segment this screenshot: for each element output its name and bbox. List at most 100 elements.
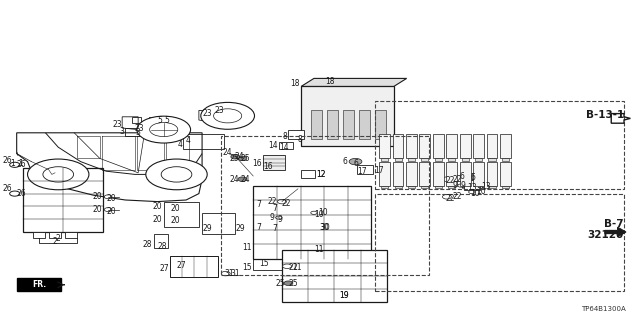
- Text: 25: 25: [230, 154, 239, 163]
- Text: 6: 6: [353, 159, 358, 168]
- Bar: [202, 213, 236, 234]
- Polygon shape: [605, 227, 626, 237]
- Bar: [419, 134, 430, 158]
- Text: 26: 26: [3, 184, 12, 193]
- Bar: [263, 220, 275, 227]
- Bar: [392, 134, 403, 158]
- Bar: [446, 134, 457, 158]
- Bar: [132, 117, 141, 123]
- Text: 7: 7: [257, 223, 262, 232]
- Bar: [448, 158, 455, 161]
- Bar: [473, 162, 484, 186]
- Circle shape: [137, 116, 191, 143]
- Text: 24: 24: [241, 175, 250, 184]
- Bar: [149, 117, 163, 123]
- Bar: [164, 202, 199, 227]
- Text: 26: 26: [17, 189, 26, 198]
- Bar: [421, 186, 428, 188]
- Bar: [183, 134, 225, 149]
- Bar: [461, 158, 468, 161]
- Text: 20: 20: [92, 192, 102, 201]
- Bar: [394, 158, 401, 161]
- Bar: [253, 186, 371, 259]
- Text: 10: 10: [314, 210, 324, 219]
- Bar: [460, 134, 470, 158]
- Circle shape: [349, 158, 362, 165]
- Circle shape: [311, 211, 317, 214]
- Polygon shape: [301, 78, 406, 86]
- Text: 23: 23: [202, 109, 212, 118]
- Text: 20: 20: [170, 204, 180, 212]
- Text: 18: 18: [291, 79, 300, 88]
- Circle shape: [104, 195, 112, 199]
- Text: 20: 20: [152, 215, 162, 224]
- Circle shape: [28, 159, 89, 190]
- Circle shape: [221, 271, 230, 276]
- Text: 25: 25: [241, 154, 250, 163]
- Text: 25: 25: [276, 279, 285, 288]
- Bar: [311, 110, 323, 139]
- Bar: [392, 162, 403, 186]
- Text: 25: 25: [289, 279, 298, 288]
- Bar: [381, 186, 388, 188]
- Text: 6: 6: [460, 172, 464, 181]
- Text: 4: 4: [186, 136, 191, 145]
- Text: 20: 20: [106, 207, 116, 216]
- Text: 10: 10: [470, 189, 480, 198]
- Bar: [435, 158, 442, 161]
- Text: 22: 22: [452, 175, 462, 184]
- Text: 29: 29: [202, 224, 212, 233]
- Bar: [253, 251, 289, 270]
- Text: 15: 15: [243, 263, 252, 272]
- Circle shape: [238, 177, 247, 181]
- Polygon shape: [17, 278, 61, 291]
- Bar: [282, 250, 387, 302]
- Text: 5: 5: [164, 116, 169, 124]
- Circle shape: [146, 159, 207, 190]
- Text: 3: 3: [119, 127, 124, 136]
- Text: TP64B1300A: TP64B1300A: [581, 306, 626, 312]
- Circle shape: [283, 264, 292, 268]
- Text: 26: 26: [17, 160, 26, 169]
- Text: 13: 13: [467, 183, 477, 192]
- Bar: [460, 162, 470, 186]
- Bar: [357, 165, 373, 174]
- Text: 23: 23: [215, 106, 225, 115]
- Bar: [381, 158, 388, 161]
- Bar: [502, 186, 509, 188]
- Text: 23: 23: [113, 120, 122, 129]
- Bar: [301, 86, 394, 146]
- Text: 13: 13: [481, 182, 491, 191]
- Bar: [301, 170, 316, 178]
- Text: 22: 22: [268, 197, 277, 206]
- Bar: [379, 134, 390, 158]
- Text: 2: 2: [55, 234, 60, 243]
- Text: 20: 20: [92, 205, 102, 214]
- Circle shape: [10, 162, 20, 167]
- Bar: [486, 162, 497, 186]
- Text: 1: 1: [19, 159, 23, 168]
- Text: 19: 19: [340, 292, 349, 300]
- Bar: [408, 158, 415, 161]
- Bar: [406, 134, 417, 158]
- Circle shape: [161, 167, 192, 182]
- Text: B-7: B-7: [604, 219, 624, 229]
- Bar: [23, 168, 103, 232]
- Text: 8: 8: [282, 132, 287, 140]
- Text: 27: 27: [177, 261, 186, 270]
- Bar: [488, 158, 495, 161]
- Bar: [473, 134, 484, 158]
- Text: 24: 24: [230, 175, 239, 184]
- Circle shape: [442, 177, 451, 181]
- Text: 8: 8: [298, 135, 303, 144]
- Bar: [433, 162, 444, 186]
- Text: 20: 20: [152, 202, 162, 211]
- Bar: [49, 232, 61, 238]
- Bar: [327, 110, 339, 139]
- Bar: [475, 186, 482, 188]
- Bar: [263, 199, 275, 206]
- Text: 15: 15: [260, 260, 269, 268]
- Bar: [486, 134, 497, 158]
- Text: 9: 9: [269, 213, 275, 222]
- Bar: [406, 162, 417, 186]
